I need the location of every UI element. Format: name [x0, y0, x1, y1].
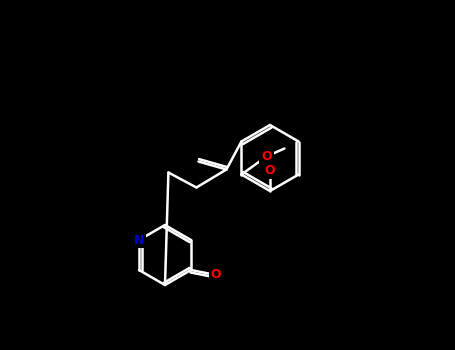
- Text: N: N: [134, 233, 144, 246]
- Text: O: O: [261, 150, 272, 163]
- Text: O: O: [211, 268, 221, 281]
- Text: O: O: [265, 164, 275, 177]
